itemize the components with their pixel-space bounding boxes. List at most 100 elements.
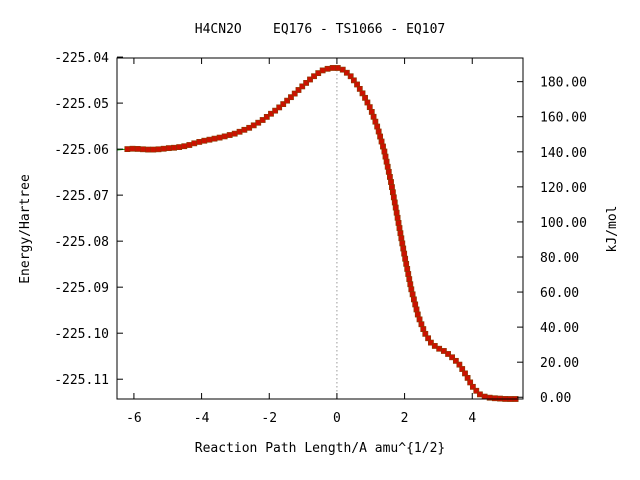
x-tick-label: 4 (468, 411, 476, 426)
data-point (420, 326, 427, 332)
data-point (397, 230, 404, 237)
data-point (211, 135, 218, 142)
data-point (324, 65, 331, 72)
data-point (307, 76, 313, 83)
data-point (381, 148, 388, 155)
data-point (186, 142, 193, 148)
y-tick-label: -225.05 (54, 97, 109, 112)
data-point (329, 65, 336, 71)
data-point (398, 235, 405, 242)
data-point (469, 383, 476, 390)
data-point (368, 109, 375, 115)
data-point (241, 126, 248, 133)
data-point (145, 146, 152, 153)
data-point (378, 138, 385, 145)
data-point (395, 220, 402, 226)
data-point (291, 90, 298, 97)
y2-tick-label: 80.00 (540, 251, 579, 266)
data-point (389, 184, 395, 191)
y2-tick-label: 100.00 (540, 216, 587, 231)
data-point (231, 130, 238, 137)
x-tick-label: 0 (333, 411, 341, 426)
y-tick-label: -225.10 (54, 327, 109, 342)
energy-curve-line (116, 67, 520, 400)
data-point (272, 107, 279, 114)
y-tick-label: -225.07 (54, 189, 109, 204)
data-point (221, 133, 228, 140)
data-point (276, 104, 283, 111)
data-point (449, 354, 455, 361)
data-point (389, 189, 396, 196)
data-point (284, 97, 291, 104)
x-tick-label: -2 (261, 411, 277, 426)
y-tick-label: -225.09 (54, 281, 109, 296)
data-point (134, 146, 141, 152)
data-point (201, 137, 208, 144)
data-point (181, 143, 188, 150)
data-point (176, 144, 183, 150)
data-point (394, 214, 401, 221)
data-point (319, 67, 326, 74)
data-point (263, 113, 270, 120)
y-tick-label: -225.06 (54, 143, 109, 158)
data-point (407, 281, 414, 288)
data-point (343, 69, 350, 76)
data-point (410, 296, 417, 303)
y2-tick-label: 140.00 (540, 146, 587, 161)
data-point (299, 83, 306, 90)
data-point (375, 128, 382, 135)
data-point (383, 158, 390, 165)
data-point (380, 143, 386, 150)
data-point (440, 348, 447, 354)
data-point (374, 123, 381, 130)
data-point (350, 77, 357, 84)
y-tick-label: -225.04 (54, 51, 109, 66)
y2-tick-label: 40.00 (540, 321, 579, 336)
data-point (347, 73, 354, 80)
y-tick-label: -225.08 (54, 235, 109, 250)
data-point (382, 153, 389, 160)
data-point (160, 145, 167, 152)
data-point (392, 204, 399, 211)
y-tick-label: -225.11 (54, 373, 109, 388)
data-point (372, 118, 379, 125)
y2-tick-label: 60.00 (540, 286, 579, 301)
data-point (150, 146, 157, 153)
data-point (409, 291, 416, 298)
data-point (445, 351, 451, 357)
data-point (386, 174, 393, 180)
data-point (406, 276, 413, 283)
data-point (391, 199, 398, 206)
data-point (165, 145, 172, 152)
data-point (216, 134, 223, 141)
data-point (303, 80, 310, 86)
y-axis-left: -225.04 -225.05 -225.06 -225.07 -225.08 -225.… (54, 51, 123, 388)
chart-title: H4CN2O EQ176 - TS1066 - EQ107 (195, 22, 445, 37)
data-point (288, 94, 294, 101)
x-tick-label: -6 (126, 411, 142, 426)
data-point (196, 139, 203, 145)
data-point (473, 387, 480, 394)
data-point (486, 394, 493, 401)
data-point (124, 146, 131, 152)
data-point (334, 65, 341, 71)
data-point (414, 311, 421, 318)
y-axis-label: Energy/Hartree (18, 174, 33, 284)
plot-frame (116, 57, 524, 400)
data-point (377, 133, 384, 140)
data-point (206, 136, 213, 143)
data-point (259, 117, 266, 123)
data-point (388, 179, 394, 185)
x-axis-label: Reaction Path Length/A amu^{1/2} (195, 441, 445, 456)
plot-area (116, 58, 520, 402)
x-axis: -6 -4 -2 0 2 4 (126, 58, 476, 426)
data-point (399, 240, 406, 247)
data-point (155, 146, 162, 153)
data-point (408, 286, 415, 293)
data-point (280, 101, 287, 107)
data-point (401, 250, 408, 257)
data-point (428, 339, 434, 346)
data-point (366, 104, 373, 111)
data-point (393, 209, 400, 216)
